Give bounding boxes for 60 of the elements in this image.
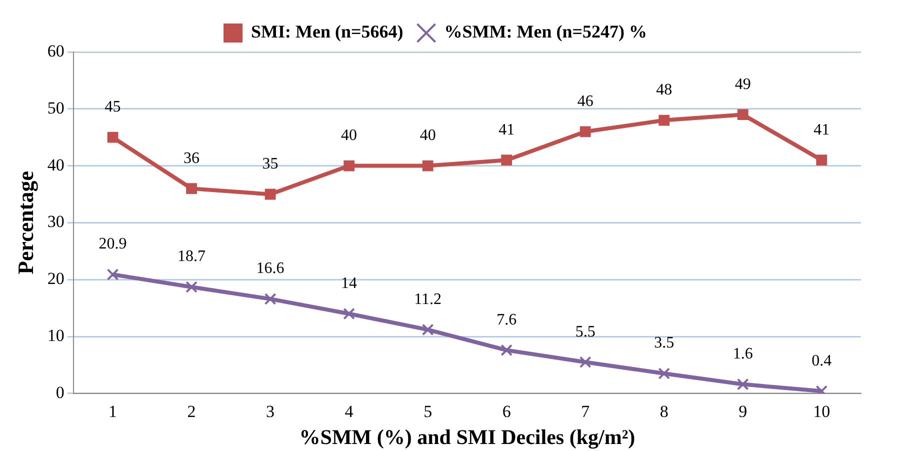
data-label: 18.7 (178, 248, 206, 266)
point (264, 188, 276, 200)
point (658, 114, 670, 126)
point (107, 132, 118, 143)
data-label: 40 (420, 127, 436, 144)
data-label: 41 (498, 121, 515, 138)
point (816, 154, 828, 166)
data-label: 41 (814, 121, 830, 138)
x-tick-label: 8 (660, 402, 668, 422)
data-label: 16.6 (256, 260, 284, 278)
point (422, 324, 434, 336)
data-label: 40 (341, 127, 358, 144)
x-tick-label: 7 (581, 402, 590, 422)
y-tick-label: 60 (47, 41, 64, 60)
point (580, 126, 591, 138)
data-label: 36 (184, 150, 200, 167)
point (579, 356, 592, 368)
x-tick-label: 9 (738, 402, 748, 422)
x-tick-label: 4 (344, 402, 354, 422)
y-tick-label: 50 (47, 98, 64, 118)
point (106, 268, 119, 280)
x-tick-label: 2 (187, 402, 196, 422)
x-tick-label: 10 (813, 402, 830, 422)
y-tick-label: 0 (56, 382, 64, 402)
data-label: 46 (577, 92, 594, 110)
x-tick-label: 6 (502, 402, 511, 422)
point (422, 160, 434, 172)
data-label: 20.9 (98, 236, 127, 253)
point (186, 281, 198, 293)
point (658, 368, 670, 380)
x-tick-label: 3 (266, 402, 275, 422)
data-label: 0.4 (812, 352, 832, 370)
data-label: 14 (341, 274, 358, 292)
y-tick-label: 30 (47, 212, 64, 232)
x-axis-title: %SMM (%) and SMI Deciles (kg/m²) (299, 424, 636, 449)
point (343, 308, 356, 320)
data-label: 3.5 (654, 334, 674, 352)
point (500, 344, 513, 356)
legend-label: SMI: Men (n=5664) (251, 22, 404, 42)
legend-label: %SMM: Men (n=5247) % (444, 22, 647, 42)
data-label: 48 (656, 81, 672, 98)
y-tick-label: 20 (47, 269, 64, 288)
y-tick-label: 10 (47, 326, 64, 345)
point (501, 154, 512, 166)
x-tick-label: 1 (108, 402, 118, 422)
point (736, 378, 749, 390)
y-tick-label: 40 (47, 155, 64, 174)
y-axis-title: Percentage (12, 170, 38, 274)
data-label: 49 (734, 76, 751, 93)
data-label: 35 (262, 155, 278, 172)
data-label: 7.6 (496, 311, 517, 328)
data-label: 5.5 (575, 323, 596, 340)
point (737, 109, 748, 120)
point (344, 160, 355, 172)
point (264, 292, 276, 305)
data-label: 1.6 (732, 346, 753, 362)
data-label: 45 (104, 98, 121, 116)
data-label: 11.2 (414, 290, 442, 308)
x-tick-label: 5 (424, 402, 432, 422)
point (186, 183, 197, 194)
